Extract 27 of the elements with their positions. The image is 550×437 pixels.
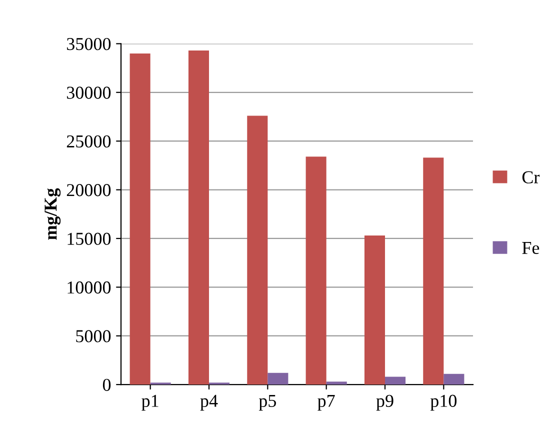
y-tick-label: 20000 — [66, 184, 111, 196]
x-tick-label: p9 — [376, 394, 394, 411]
x-tick-label: p4 — [200, 394, 218, 411]
bar — [444, 374, 464, 385]
y-tick-label: 15000 — [68, 232, 111, 245]
y-tick-label: 30000 — [67, 86, 111, 99]
y-tick-label: 10000 — [68, 281, 111, 294]
bar — [364, 236, 385, 385]
x-tick-label: p7 — [318, 394, 335, 411]
bar — [130, 53, 150, 385]
y-tick-label: 25000 — [66, 135, 111, 148]
bar — [326, 382, 347, 385]
bar — [188, 50, 209, 385]
legend-label: Fe — [522, 242, 540, 254]
x-tick-label: p1 — [142, 394, 158, 411]
bar — [268, 372, 288, 385]
x-tick-label: p10 — [430, 394, 457, 411]
bar — [385, 376, 406, 385]
legend-label: Cr — [522, 171, 540, 184]
x-tick-label: p5 — [258, 394, 276, 411]
y-tick-label: 35000 — [67, 38, 111, 50]
y-axis-title: mg/Kg — [44, 188, 61, 240]
bar — [423, 158, 444, 385]
bar — [247, 116, 268, 385]
bar — [306, 156, 326, 385]
y-tick-label: 5000 — [76, 330, 111, 342]
y-tick-label: 0 — [102, 378, 111, 391]
